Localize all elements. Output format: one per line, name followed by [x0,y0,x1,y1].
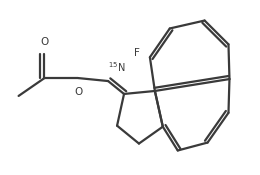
Text: $^{15}$N: $^{15}$N [108,60,126,74]
Text: O: O [40,37,49,47]
Text: F: F [134,48,140,58]
Text: O: O [74,87,82,97]
